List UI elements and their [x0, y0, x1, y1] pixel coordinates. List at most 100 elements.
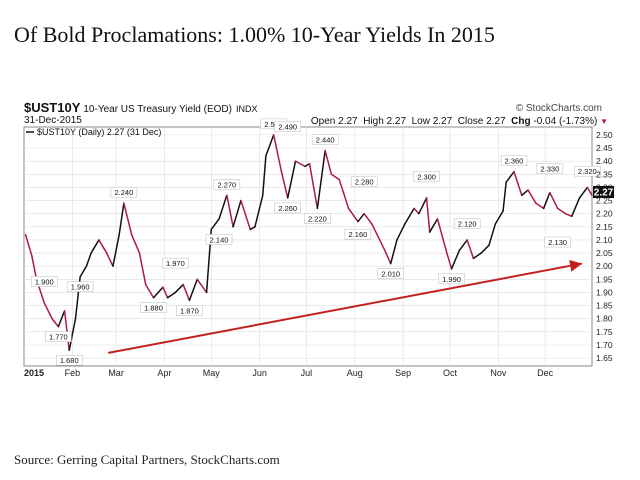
annotation-box	[56, 354, 83, 366]
series-segment	[403, 207, 415, 225]
series-segment	[43, 302, 53, 320]
series-segment	[347, 207, 359, 223]
close-value: 2.27	[486, 116, 506, 127]
line-layer	[24, 134, 593, 351]
series-segment	[286, 160, 297, 199]
series-segment	[542, 191, 551, 210]
series-segment	[418, 197, 428, 215]
series-segment	[308, 163, 319, 210]
y-tick-label: 1.75	[596, 327, 613, 337]
series-segment	[98, 239, 108, 254]
series-segment	[324, 149, 333, 176]
series-segment	[466, 239, 475, 260]
annotation-text: 1.900	[35, 277, 54, 286]
series-segment	[488, 223, 497, 246]
annotation-text: 1.680	[60, 356, 79, 365]
grid-layer	[24, 127, 592, 366]
y-tick-label: 1.70	[596, 340, 613, 350]
series-segment	[152, 286, 164, 299]
series-segment	[166, 291, 177, 299]
x-axis: 2015 Feb Mar Apr May Jun Jul Aug Sep Oct Nov Dec	[24, 368, 554, 378]
annotation-label: 1.880	[140, 302, 167, 313]
x-tick-label: 2015	[24, 368, 44, 378]
legend-label: $UST10Y (Daily) 2.27 (31 Dec)	[37, 127, 161, 137]
x-tick-label: Jun	[252, 368, 267, 378]
index-tag: INDX	[235, 104, 258, 114]
annotation-text: 2.360	[505, 157, 524, 166]
annotation-box	[438, 273, 465, 285]
series-segment	[549, 191, 559, 210]
annotation-text: 2.500	[264, 120, 283, 129]
annotation-text: 1.770	[49, 333, 68, 342]
x-tick-label: Dec	[537, 368, 554, 378]
series-segment	[24, 233, 33, 257]
y-tick-label: 2.10	[596, 235, 613, 245]
x-tick-label: Sep	[395, 368, 411, 378]
annotation-text: 2.140	[210, 235, 229, 244]
y-tick-label: 1.95	[596, 274, 613, 284]
series-segment	[123, 202, 133, 236]
y-tick-label: 1.65	[596, 353, 613, 363]
annotation-box	[350, 176, 378, 187]
annotation-label: 2.280	[350, 176, 378, 187]
close-label: Close	[457, 116, 484, 127]
y-tick-label: 2.45	[596, 143, 613, 153]
annotation-box	[31, 276, 58, 287]
annotation-label: 2.320	[574, 165, 601, 177]
series-segment	[428, 218, 439, 233]
annotation-text: 2.300	[417, 172, 436, 181]
chart-date: 31-Dec-2015	[24, 115, 82, 126]
annotation-text: 2.130	[548, 238, 567, 247]
series-segment	[138, 252, 147, 286]
annotation-text: 2.240	[114, 188, 133, 197]
x-tick-label: May	[203, 368, 221, 378]
annotation-label: 2.010	[377, 268, 404, 279]
series-segment	[535, 202, 545, 210]
annotation-box	[205, 234, 233, 245]
annotation-text: 2.270	[217, 180, 236, 189]
annotation-text: 2.440	[316, 136, 335, 145]
series-segment	[413, 207, 420, 215]
x-tick-label: Nov	[490, 368, 507, 378]
series-segment	[363, 212, 373, 225]
series-segment	[218, 194, 228, 220]
annotation-label: 2.330	[536, 163, 564, 174]
annotation-text: 2.320	[578, 167, 597, 176]
y-tick-label: 2.25	[596, 196, 613, 206]
series-segment	[79, 265, 88, 278]
series-segment	[68, 317, 77, 351]
trend-layer	[108, 259, 583, 354]
series-segment	[425, 197, 431, 233]
series-segment	[188, 278, 198, 302]
series-segment	[51, 317, 60, 328]
y-tick-label: 1.85	[596, 301, 613, 311]
annotation-box	[536, 163, 564, 174]
series-segment	[578, 186, 589, 199]
series-segment	[480, 244, 490, 254]
series-segment	[330, 173, 340, 181]
quote-summary: Open 2.27 High 2.27 Low 2.27 Close 2.27 …	[311, 116, 608, 127]
chart-symbol: $UST10Y 10-Year US Treasury Yield (EOD) IN…	[24, 100, 257, 115]
annotation-box	[176, 305, 203, 316]
series-segment	[174, 283, 184, 294]
annotation-box	[304, 213, 331, 224]
series-segment	[261, 155, 267, 197]
annotation-text: 2.260	[278, 204, 297, 213]
x-tick-label: Apr	[157, 368, 171, 378]
annotation-label: 2.220	[304, 213, 331, 224]
series-segment	[389, 239, 398, 265]
annotation-box	[500, 155, 528, 166]
series-segment	[144, 283, 155, 299]
series-segment	[472, 252, 482, 260]
last-value-text: 2.27	[594, 188, 614, 199]
annotation-label: 1.990	[438, 273, 465, 285]
annotation-box	[162, 257, 189, 269]
series-segment	[446, 252, 453, 270]
series-segment	[379, 239, 387, 254]
annotation-label: 1.960	[66, 281, 94, 292]
annotation-label: 2.270	[213, 179, 241, 190]
page-title: Of Bold Proclamations: 1.00% 10-Year Yie…	[14, 22, 495, 47]
x-tick-label: Mar	[108, 368, 124, 378]
annotation-box	[140, 302, 167, 313]
series-segment	[63, 310, 71, 351]
